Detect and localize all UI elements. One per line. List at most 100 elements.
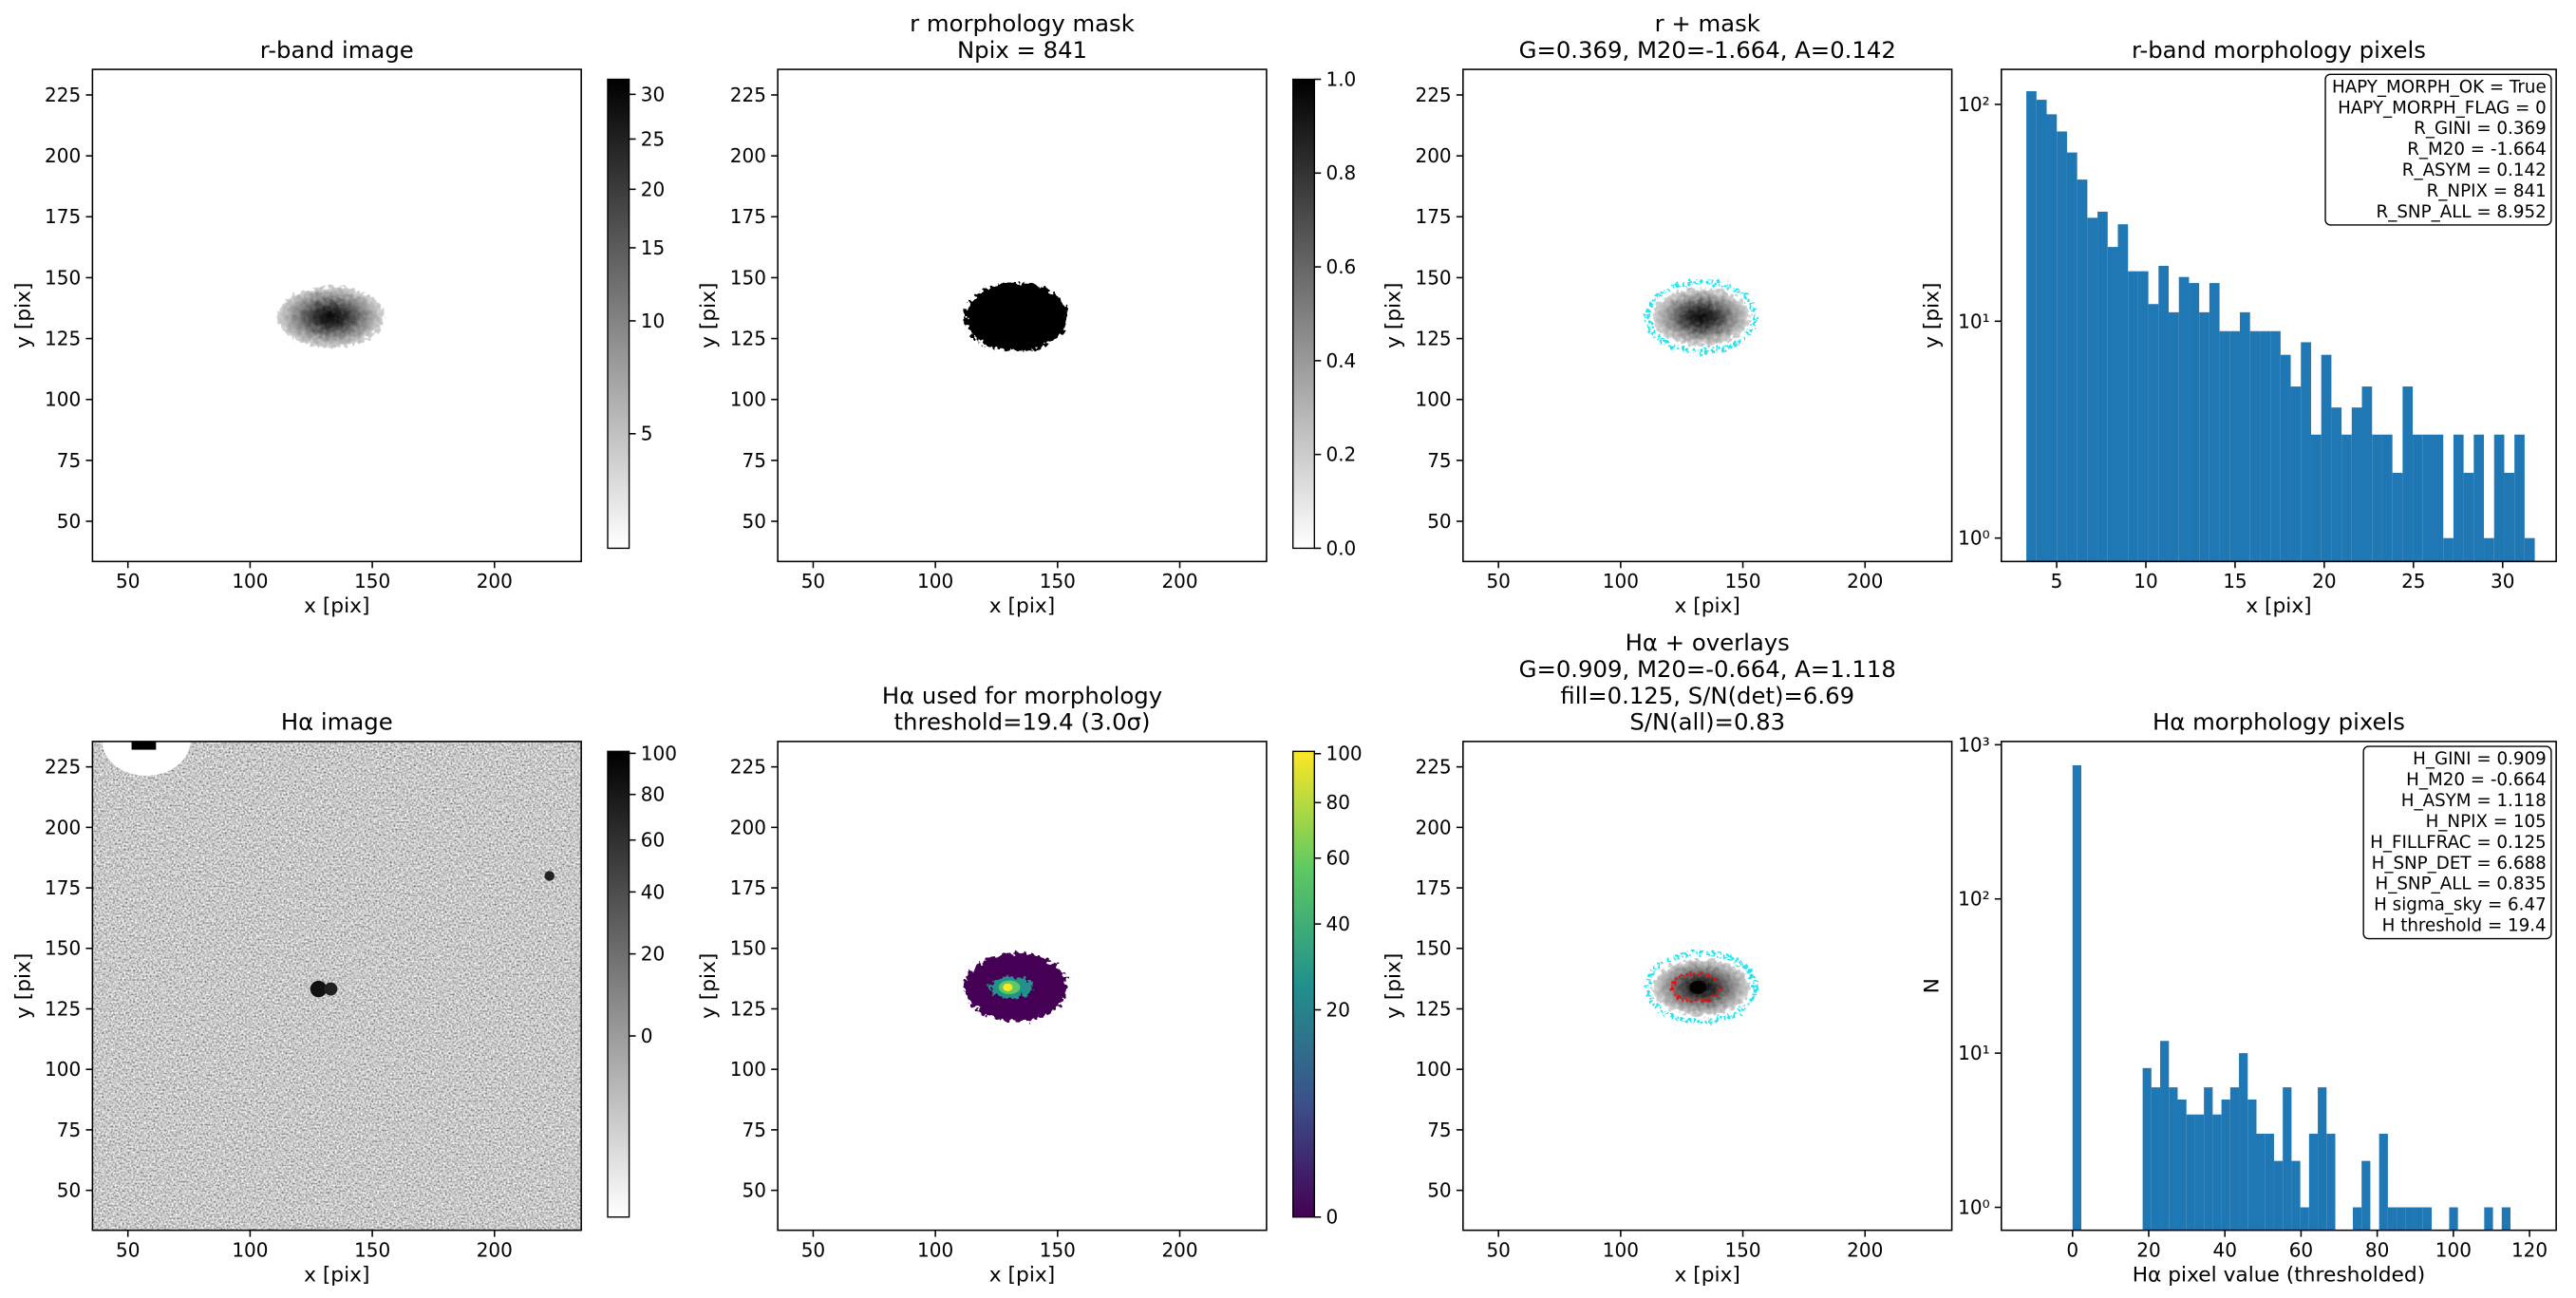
x-tick-label: 200: [477, 570, 513, 593]
axes-frame: [2001, 68, 2557, 563]
colorbar-tick-label: 40: [1326, 912, 1349, 935]
y-tick-label: 200: [730, 816, 766, 838]
bar: [2392, 472, 2403, 562]
bar: [2189, 283, 2200, 562]
y-tick-label: 150: [45, 937, 81, 960]
y-tick-label: 75: [743, 449, 766, 472]
colorbar-tick-label: 80: [1326, 791, 1349, 814]
x-tick-label: 100: [232, 570, 268, 593]
y-tick-label: 75: [1427, 1119, 1451, 1141]
mask-outline: [1645, 280, 1758, 354]
y-tick-label: 150: [730, 937, 766, 960]
panel-title: r + mask: [1655, 9, 1761, 37]
x-tick-label: 120: [2511, 1238, 2548, 1261]
colorbar: [607, 78, 630, 550]
y-tick-label: 175: [1416, 205, 1452, 228]
y-tick-label: 50: [57, 1179, 81, 1202]
panel-title: Hα image: [281, 708, 393, 736]
bar: [2036, 100, 2047, 562]
axes-frame: [1462, 68, 1953, 563]
y-axis-label: y [pix]: [11, 953, 35, 1019]
y-tick-label: 200: [45, 144, 81, 167]
colorbar-tick-label: 20: [1326, 998, 1349, 1021]
bar: [2361, 1160, 2371, 1231]
bar: [2239, 1053, 2248, 1231]
bar: [2397, 1207, 2406, 1231]
y-tick-label: 10³: [1958, 733, 1989, 756]
bar: [2097, 211, 2108, 562]
plot-area: [1645, 280, 1758, 354]
y-tick-label: 100: [730, 1058, 766, 1081]
y-tick-label: 10⁰: [1958, 527, 1989, 550]
x-tick-label: 100: [917, 570, 953, 593]
y-tick-label: 10²: [1958, 888, 1989, 911]
bar: [2352, 1207, 2362, 1231]
y-tick-label: 100: [1416, 388, 1452, 411]
stats-line: R_GINI = 0.369: [2414, 119, 2547, 139]
mask-outline: [1645, 950, 1758, 1025]
colorbar-tick-label: 100: [641, 742, 677, 764]
source: [324, 982, 338, 996]
x-tick-label: 20: [2312, 570, 2336, 593]
bar: [2300, 1207, 2309, 1231]
bar: [2414, 1207, 2423, 1231]
colorbar-tick-label: 30: [641, 83, 665, 105]
bar: [2212, 1114, 2222, 1231]
bar: [2219, 330, 2230, 562]
colorbar-tick-label: 5: [641, 423, 653, 445]
stats-box: [2362, 745, 2552, 940]
x-tick-label: 150: [1724, 1238, 1760, 1261]
y-tick-label: 100: [45, 388, 81, 411]
bar: [2402, 386, 2414, 562]
panel-title: r-band morphology pixels: [2132, 36, 2426, 64]
y-tick-label: 10²: [1958, 93, 1989, 116]
y-tick-label: 225: [45, 84, 81, 106]
x-tick-label: 50: [116, 570, 140, 593]
bar: [2443, 537, 2454, 562]
x-tick-label: 100: [1603, 570, 1639, 593]
x-tick-label: 80: [2365, 1238, 2389, 1261]
colorbar-tick-label: 0: [1326, 1206, 1338, 1229]
bar: [2493, 434, 2505, 562]
y-tick-label: 225: [730, 84, 766, 106]
y-tick-label: 75: [743, 1119, 766, 1141]
bar: [2160, 1041, 2170, 1231]
panel-title: fill=0.125, S/N(det)=6.69: [1560, 682, 1854, 709]
x-axis-label: x [pix]: [989, 594, 1055, 618]
x-tick-label: 0: [2066, 1238, 2078, 1261]
bar: [2229, 1087, 2240, 1231]
colorbar-tick-label: 25: [641, 127, 665, 150]
bar: [2413, 434, 2423, 562]
y-axis-label: y [pix]: [1382, 283, 1406, 348]
panel-title: S/N(all)=0.83: [1629, 708, 1785, 736]
axes-frame: [777, 68, 1268, 563]
y-tick-label: 125: [1416, 328, 1452, 350]
y-axis-label: N: [1921, 978, 1945, 993]
x-tick-label: 50: [1486, 1238, 1510, 1261]
y-tick-label: 125: [730, 328, 766, 350]
stats-line: H_ASYM = 1.118: [2401, 791, 2547, 811]
bar: [2117, 224, 2129, 562]
colorbar-tick-label: 20: [641, 178, 665, 200]
bar: [2422, 1207, 2432, 1231]
x-tick-label: 100: [917, 1238, 953, 1261]
bar: [2148, 304, 2159, 562]
bar: [2142, 1067, 2152, 1231]
stats-line: H_GINI = 0.909: [2413, 749, 2547, 769]
bar: [2158, 266, 2170, 562]
colorbar-tick-label: 40: [641, 880, 665, 903]
x-axis-label: x [pix]: [2246, 594, 2311, 618]
panel-title: Hα + overlays: [1626, 629, 1790, 656]
y-tick-label: 50: [57, 510, 81, 533]
bar: [2379, 1134, 2388, 1231]
x-tick-label: 200: [477, 1238, 513, 1261]
y-tick-label: 200: [45, 816, 81, 838]
x-tick-label: 60: [2289, 1238, 2313, 1261]
y-axis-label: y [pix]: [11, 283, 35, 348]
bar: [2204, 1087, 2213, 1231]
colorbar: [1292, 750, 1316, 1218]
y-tick-label: 75: [57, 449, 81, 472]
y-tick-label: 50: [743, 510, 766, 533]
stats-box: [2324, 73, 2552, 226]
